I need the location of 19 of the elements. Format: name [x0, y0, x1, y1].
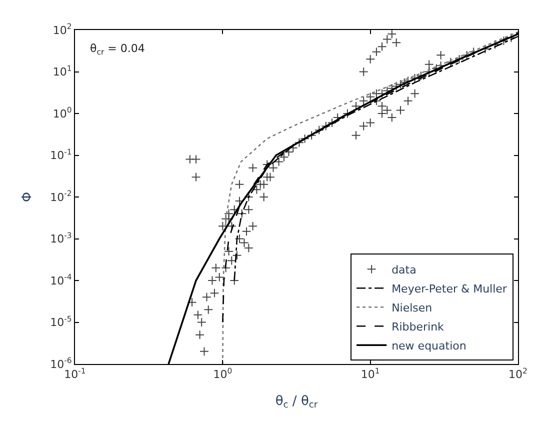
legend-label: Meyer-Peter & Muller — [392, 282, 508, 296]
legend-label: data — [392, 263, 416, 276]
y-tick-label: 10$^{-5}$ — [50, 314, 72, 330]
annotation: θ$_{cr}$ = 0.04 — [90, 42, 145, 56]
legend-label: Ribberink — [392, 320, 445, 334]
y-tick-label: 10$^{-3}$ — [50, 230, 72, 246]
y-tick-label: 10$^{2}$ — [52, 22, 72, 37]
y-tick-label: 10$^{-4}$ — [50, 272, 72, 288]
y-tick-label: 10$^{-2}$ — [50, 189, 72, 204]
x-tick-label: 10$^{0}$ — [213, 366, 232, 382]
x-axis-title: θ$_{c}$ / θ$_{cr}$ — [275, 394, 318, 411]
legend-label: Nielsen — [392, 301, 432, 314]
x-tick-label: 10$^{1}$ — [360, 366, 380, 382]
x-tick-label: 10$^{2}$ — [508, 366, 528, 382]
y-tick-label: 10$^{0}$ — [52, 106, 72, 120]
y-axis-title: Φ — [20, 192, 36, 202]
y-tick-label: 10$^{1}$ — [52, 64, 72, 79]
legend-label: new equation — [392, 339, 466, 352]
y-tick-label: 10$^{-1}$ — [50, 147, 72, 162]
